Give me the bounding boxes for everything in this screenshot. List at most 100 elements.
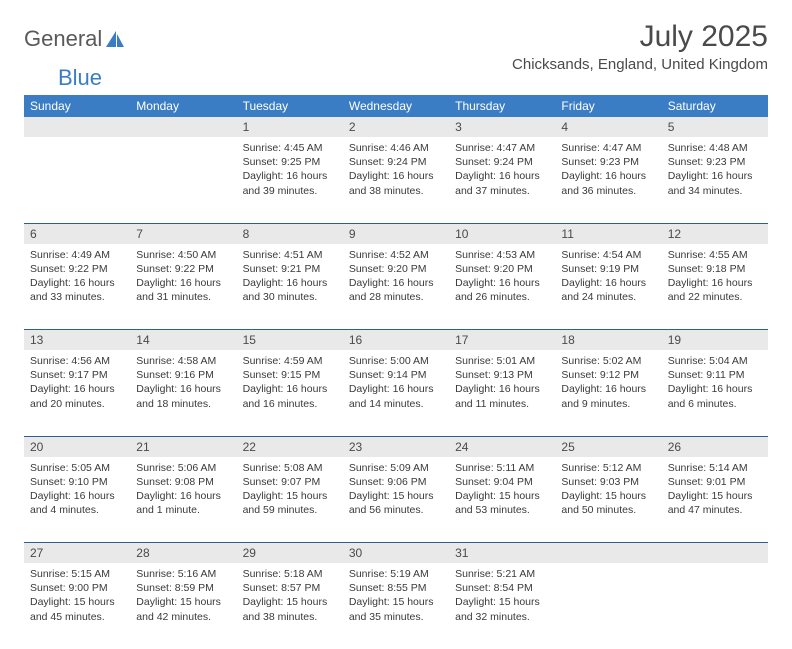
day-details: Sunrise: 4:52 AMSunset: 9:20 PMDaylight:… <box>343 244 449 311</box>
detail-line: Sunset: 9:01 PM <box>668 475 762 489</box>
daynum-row: 2728293031 <box>24 543 768 564</box>
day-number: 4 <box>555 117 661 137</box>
day-details: Sunrise: 4:49 AMSunset: 9:22 PMDaylight:… <box>24 244 130 311</box>
detail-line: Daylight: 15 hours and 42 minutes. <box>136 595 230 623</box>
detail-line: Sunrise: 5:11 AM <box>455 461 549 475</box>
day-details: Sunrise: 5:04 AMSunset: 9:11 PMDaylight:… <box>662 350 768 417</box>
detail-line: Sunrise: 5:19 AM <box>349 567 443 581</box>
day-cell: Sunrise: 5:04 AMSunset: 9:11 PMDaylight:… <box>662 350 768 436</box>
week-body-row: Sunrise: 5:05 AMSunset: 9:10 PM Daylight:… <box>24 457 768 543</box>
detail-line: Sunset: 9:10 PM <box>30 475 124 489</box>
day-cell: Sunrise: 5:11 AMSunset: 9:04 PMDaylight:… <box>449 457 555 543</box>
detail-line: Sunset: 9:24 PM <box>455 155 549 169</box>
day-number: 11 <box>555 223 661 244</box>
detail-line: Daylight: 16 hours and 20 minutes. <box>30 382 124 410</box>
detail-line: Sunrise: 4:56 AM <box>30 354 124 368</box>
detail-line: Sunrise: 5:05 AM <box>30 461 124 475</box>
day-cell: Sunrise: 5:08 AMSunset: 9:07 PMDaylight:… <box>237 457 343 543</box>
detail-line: Daylight: 15 hours and 47 minutes. <box>668 489 762 517</box>
detail-line: Sunrise: 4:46 AM <box>349 141 443 155</box>
day-details <box>130 137 236 147</box>
detail-line: Sunset: 9:18 PM <box>668 262 762 276</box>
detail-line: Sunset: 9:03 PM <box>561 475 655 489</box>
weekday-header: Wednesday <box>343 95 449 117</box>
day-details: Sunrise: 5:12 AMSunset: 9:03 PMDaylight:… <box>555 457 661 524</box>
detail-line: Sunrise: 5:01 AM <box>455 354 549 368</box>
day-details: Sunrise: 5:18 AMSunset: 8:57 PMDaylight:… <box>237 563 343 630</box>
day-details: Sunrise: 5:01 AMSunset: 9:13 PMDaylight:… <box>449 350 555 417</box>
detail-line: Daylight: 16 hours and 28 minutes. <box>349 276 443 304</box>
day-details: Sunrise: 4:51 AMSunset: 9:21 PMDaylight:… <box>237 244 343 311</box>
detail-line: Daylight: 16 hours and 9 minutes. <box>561 382 655 410</box>
day-details: Sunrise: 5:16 AMSunset: 8:59 PMDaylight:… <box>130 563 236 630</box>
day-cell: Sunrise: 5:12 AMSunset: 9:03 PMDaylight:… <box>555 457 661 543</box>
day-number: 28 <box>130 543 236 564</box>
day-cell: Sunrise: 5:15 AMSunset: 9:00 PMDaylight:… <box>24 563 130 649</box>
detail-line: Sunrise: 4:48 AM <box>668 141 762 155</box>
detail-line: Sunrise: 5:15 AM <box>30 567 124 581</box>
weekday-header-row: Sunday Monday Tuesday Wednesday Thursday… <box>24 95 768 117</box>
detail-line: Sunrise: 5:12 AM <box>561 461 655 475</box>
detail-line: Sunrise: 4:54 AM <box>561 248 655 262</box>
day-number: 24 <box>449 436 555 457</box>
day-details: Sunrise: 5:15 AMSunset: 9:00 PMDaylight:… <box>24 563 130 630</box>
day-number: 18 <box>555 330 661 351</box>
weekday-header: Thursday <box>449 95 555 117</box>
detail-line: Daylight: 16 hours and 31 minutes. <box>136 276 230 304</box>
detail-line: Sunset: 9:08 PM <box>136 475 230 489</box>
daynum-row: 12345 <box>24 117 768 137</box>
detail-line: Sunset: 9:14 PM <box>349 368 443 382</box>
day-details: Sunrise: 5:06 AMSunset: 9:08 PMDaylight:… <box>130 457 236 524</box>
detail-line: Daylight: 16 hours and 18 minutes. <box>136 382 230 410</box>
day-details: Sunrise: 4:56 AMSunset: 9:17 PMDaylight:… <box>24 350 130 417</box>
day-number: 12 <box>662 223 768 244</box>
detail-line: Sunrise: 5:09 AM <box>349 461 443 475</box>
detail-line: Sunrise: 5:00 AM <box>349 354 443 368</box>
detail-line: Daylight: 15 hours and 35 minutes. <box>349 595 443 623</box>
day-number: 15 <box>237 330 343 351</box>
day-cell: Sunrise: 4:56 AMSunset: 9:17 PMDaylight:… <box>24 350 130 436</box>
calendar-body: 12345Sunrise: 4:45 AMSunset: 9:25 PMDayl… <box>24 117 768 649</box>
week-body-row: Sunrise: 4:49 AMSunset: 9:22 PMDaylight:… <box>24 244 768 330</box>
day-number: 8 <box>237 223 343 244</box>
day-number: 14 <box>130 330 236 351</box>
day-number: 1 <box>237 117 343 137</box>
day-details: Sunrise: 5:08 AMSunset: 9:07 PMDaylight:… <box>237 457 343 524</box>
detail-line: Sunrise: 4:52 AM <box>349 248 443 262</box>
day-cell <box>555 563 661 649</box>
day-number: 19 <box>662 330 768 351</box>
detail-line: Daylight: 15 hours and 50 minutes. <box>561 489 655 517</box>
day-details: Sunrise: 4:47 AMSunset: 9:24 PMDaylight:… <box>449 137 555 204</box>
day-cell: Sunrise: 4:55 AMSunset: 9:18 PMDaylight:… <box>662 244 768 330</box>
detail-line: Daylight: 16 hours and 39 minutes. <box>243 169 337 197</box>
day-cell: Sunrise: 4:48 AMSunset: 9:23 PMDaylight:… <box>662 137 768 223</box>
brand-part1: General <box>24 26 102 52</box>
day-details: Sunrise: 5:14 AMSunset: 9:01 PMDaylight:… <box>662 457 768 524</box>
brand-part2-wrap: Blue <box>58 65 792 91</box>
day-cell: Sunrise: 5:06 AMSunset: 9:08 PMDaylight:… <box>130 457 236 543</box>
day-cell: Sunrise: 5:21 AMSunset: 8:54 PMDaylight:… <box>449 563 555 649</box>
day-details: Sunrise: 4:45 AMSunset: 9:25 PMDaylight:… <box>237 137 343 204</box>
day-number: 6 <box>24 223 130 244</box>
detail-line: Sunset: 8:59 PM <box>136 581 230 595</box>
detail-line: Daylight: 16 hours and 14 minutes. <box>349 382 443 410</box>
day-cell: Sunrise: 5:01 AMSunset: 9:13 PMDaylight:… <box>449 350 555 436</box>
day-number <box>24 117 130 137</box>
day-cell: Sunrise: 4:47 AMSunset: 9:24 PMDaylight:… <box>449 137 555 223</box>
detail-line: Sunset: 9:22 PM <box>136 262 230 276</box>
detail-line: Daylight: 16 hours and 24 minutes. <box>561 276 655 304</box>
day-details: Sunrise: 4:46 AMSunset: 9:24 PMDaylight:… <box>343 137 449 204</box>
day-number <box>130 117 236 137</box>
weekday-header: Friday <box>555 95 661 117</box>
detail-line: Sunset: 9:12 PM <box>561 368 655 382</box>
day-details: Sunrise: 4:59 AMSunset: 9:15 PMDaylight:… <box>237 350 343 417</box>
day-number: 13 <box>24 330 130 351</box>
day-details: Sunrise: 4:47 AMSunset: 9:23 PMDaylight:… <box>555 137 661 204</box>
day-cell <box>24 137 130 223</box>
detail-line: Sunset: 9:22 PM <box>30 262 124 276</box>
detail-line: Daylight: 16 hours and 6 minutes. <box>668 382 762 410</box>
day-number: 5 <box>662 117 768 137</box>
detail-line: Sunrise: 5:02 AM <box>561 354 655 368</box>
day-cell: Sunrise: 4:50 AMSunset: 9:22 PMDaylight:… <box>130 244 236 330</box>
detail-line: Daylight: 15 hours and 45 minutes. <box>30 595 124 623</box>
